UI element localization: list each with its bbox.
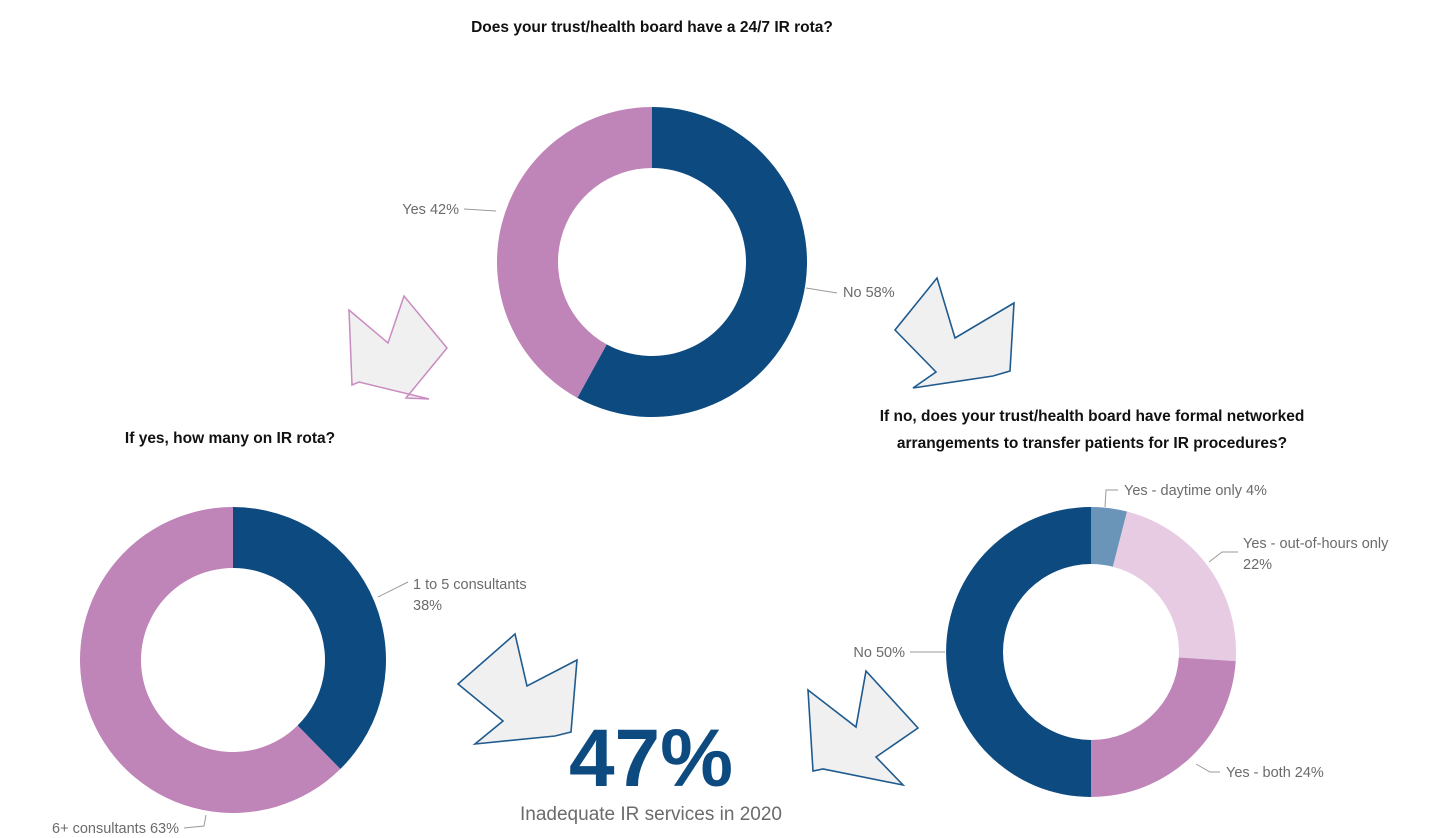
left-question-title: If yes, how many on IR rota? — [125, 430, 335, 447]
arrow-down-right-icon — [456, 632, 578, 746]
donut-slice — [1091, 507, 1128, 567]
label-right-no: No 50% — [853, 645, 905, 661]
label-left-6plus: 6+ consultants 63% — [52, 821, 179, 837]
donut-slice — [233, 507, 386, 770]
top-question-title: Does your trust/health board have a 24/7… — [471, 19, 833, 36]
donut-slice — [497, 107, 652, 398]
leader-line — [1104, 489, 1118, 508]
label-right-ooh-line1: Yes - out-of-hours only — [1243, 536, 1389, 552]
leader-line — [805, 287, 838, 294]
label-right-ooh-line2: 22% — [1243, 557, 1272, 573]
donut-chart-left — [79, 507, 386, 813]
label-right-daytime: Yes - daytime only 4% — [1124, 483, 1267, 499]
leader-line — [1208, 551, 1238, 563]
label-left-1to5-line1: 1 to 5 consultants — [413, 577, 527, 593]
right-question-title-line1: If no, does your trust/health board have… — [880, 408, 1305, 425]
arrow-down-left-icon — [807, 669, 920, 787]
right-question-title-line2: arrangements to transfer patients for IR… — [897, 435, 1287, 452]
leader-line — [463, 208, 497, 212]
leader-line — [183, 814, 207, 829]
leader-line — [1195, 763, 1220, 773]
label-right-both: Yes - both 24% — [1226, 765, 1324, 781]
donut-slice — [79, 507, 341, 813]
label-top-no: No 58% — [843, 285, 895, 301]
summary-percentage: 47% — [569, 713, 733, 804]
arrow-down-right-icon — [893, 276, 1015, 389]
arrow-down-left-icon — [348, 294, 448, 400]
label-top-yes: Yes 42% — [402, 202, 459, 218]
donut-slice — [577, 107, 808, 418]
leader-line — [377, 581, 409, 598]
summary-caption: Inadequate IR services in 2020 — [520, 804, 782, 825]
label-left-1to5-line2: 38% — [413, 598, 442, 614]
donut-slice — [1091, 657, 1236, 797]
donut-chart-right — [946, 507, 1236, 797]
donut-slice — [946, 507, 1091, 797]
donut-chart-top — [497, 107, 808, 418]
donut-slice — [1112, 511, 1236, 662]
